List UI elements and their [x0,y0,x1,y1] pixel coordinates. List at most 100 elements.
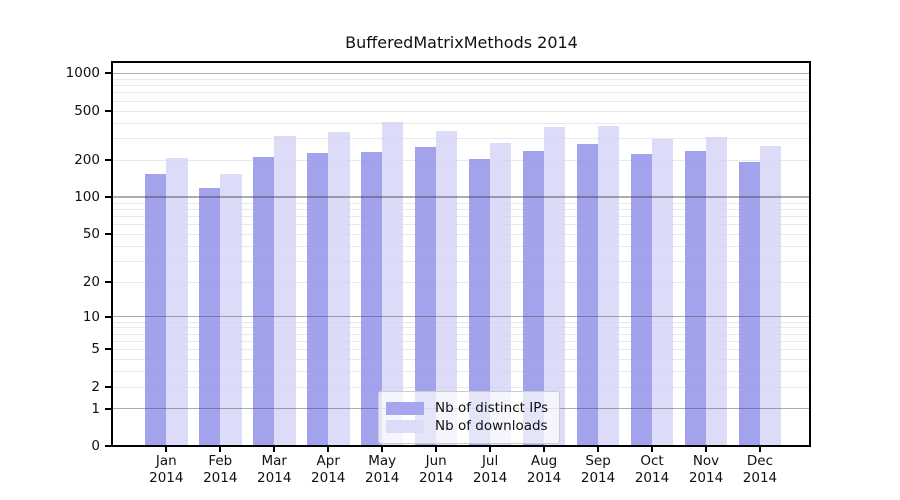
x-tick-mark [381,447,384,452]
major-gridline [113,196,810,198]
y-tick-mark [105,196,112,198]
minor-gridline [113,208,810,210]
bar-downloads-dec [759,146,782,446]
x-tick-month: Nov [692,453,720,469]
minor-gridline [113,85,810,87]
minor-gridline [113,138,810,140]
major-gridline [113,315,810,318]
minor-gridline [113,92,810,94]
y-tick-label: 500 [74,102,100,119]
x-tick-label: Sep 2014 [570,453,626,487]
y-tick-mark [105,158,112,161]
minor-gridline [113,359,810,361]
x-tick-year: 2014 [742,470,778,486]
x-tick-mark [165,447,168,452]
minor-gridline [113,321,810,323]
minor-gridline [113,110,810,112]
bar-downloads-nov [706,137,728,446]
minor-gridline [113,233,810,235]
y-tick-label: 100 [74,189,100,205]
y-tick-mark [105,348,112,351]
bar-distinct-ips-jan [145,173,167,446]
x-tick-year: 2014 [203,470,238,486]
x-tick-year: 2014 [418,470,454,486]
y-tick-mark [105,232,112,235]
minor-gridline [113,224,810,226]
y-tick-mark [105,385,112,388]
x-tick-mark [758,447,761,452]
x-tick-year: 2014 [364,470,400,486]
plot-bottom-spine [111,445,811,447]
x-tick-month: Sep [585,453,611,469]
x-tick-year: 2014 [311,470,346,486]
y-tick-label: 50 [82,225,100,242]
minor-gridline [113,349,810,351]
x-tick-month: Feb [208,453,233,469]
y-tick-label: 200 [74,151,100,168]
y-tick-label: 1 [91,400,100,417]
x-tick-year: 2014 [580,470,616,486]
x-tick-label: Apr 2014 [300,453,356,487]
legend-item-downloads: Nb of downloads [386,418,548,434]
x-tick-label: Dec 2014 [732,453,788,487]
bar-distinct-ips-dec [738,161,760,446]
minor-gridline [113,327,810,329]
x-tick-label: Feb 2014 [192,453,248,487]
downloads-swatch [386,419,424,433]
x-tick-mark [327,447,330,452]
x-tick-label: Nov 2014 [678,453,734,487]
x-tick-mark [219,447,222,452]
bar-distinct-ips-may [360,151,383,446]
x-tick-label: Jan 2014 [138,453,194,487]
bar-downloads-apr [328,131,350,446]
distinct-ips-swatch [386,401,424,415]
minor-gridline [113,122,810,124]
x-tick-year: 2014 [257,470,292,486]
x-tick-year: 2014 [149,470,184,486]
minor-gridline [113,341,810,342]
x-tick-label: Aug 2014 [516,453,572,487]
x-tick-mark [489,447,492,452]
x-tick-month: Jul [481,453,499,469]
y-tick-label: 0 [91,438,100,454]
x-tick-month: Apr [316,453,340,469]
x-tick-label: Mar 2014 [246,453,302,487]
bar-downloads-jun [436,130,458,446]
x-tick-mark [273,447,276,452]
minor-gridline [113,216,810,218]
minor-gridline [113,281,810,283]
y-tick-mark [105,280,112,283]
bar-distinct-ips-jun [414,146,437,446]
y-tick-mark [105,72,112,75]
legend-label-distinct-ips: Nb of distinct IPs [435,400,549,416]
x-tick-label: Jul 2014 [462,453,518,487]
plot-left-spine [111,60,113,447]
x-tick-month: Dec [746,453,774,469]
x-tick-year: 2014 [634,470,670,486]
plot-right-spine [809,60,811,447]
x-tick-year: 2014 [688,470,724,486]
y-tick-label: 2 [91,378,100,395]
x-tick-mark [651,447,654,452]
y-tick-mark [105,407,112,410]
bar-downloads-oct [652,138,674,446]
bar-distinct-ips-mar [252,156,275,446]
x-tick-label: Oct 2014 [624,453,680,487]
y-tick-label: 5 [91,341,100,358]
bar-distinct-ips-nov [684,151,706,446]
x-tick-month: Mar [261,453,287,469]
x-tick-month: May [368,453,397,469]
y-tick-mark [105,315,112,318]
y-tick-label: 20 [82,273,100,290]
minor-gridline [113,371,810,373]
x-tick-label: May 2014 [354,453,410,487]
plot-top-spine [111,60,811,63]
x-tick-mark [543,447,546,452]
x-tick-mark [705,447,707,452]
minor-gridline [113,78,810,80]
minor-gridline [113,202,810,204]
x-tick-month: Jun [425,453,447,469]
bar-downloads-jul [490,143,512,446]
bar-distinct-ips-aug [522,150,545,446]
